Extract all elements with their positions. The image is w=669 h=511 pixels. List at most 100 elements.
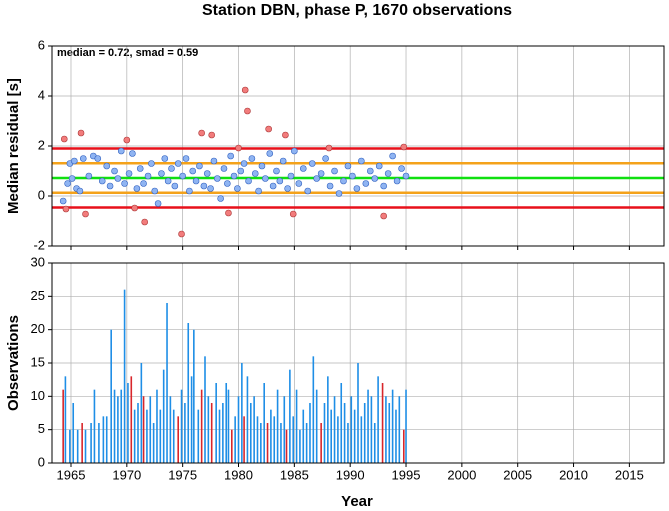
- bar: [256, 416, 259, 463]
- bar: [162, 369, 165, 463]
- y-tick-label: 5: [38, 421, 45, 436]
- bar: [110, 329, 112, 463]
- x-tick-label: 2000: [447, 467, 476, 482]
- chart-title: Station DBN, phase P, 1670 observations: [202, 2, 512, 19]
- bar: [381, 383, 384, 463]
- data-point: [255, 187, 262, 195]
- bar: [69, 429, 71, 463]
- bar: [333, 396, 336, 463]
- bar: [227, 389, 230, 463]
- data-point: [140, 180, 147, 187]
- bar: [323, 403, 326, 463]
- bar: [337, 416, 339, 463]
- bar: [117, 396, 119, 463]
- data-point: [68, 175, 76, 182]
- bar: [388, 403, 391, 463]
- bar: [273, 416, 276, 463]
- bar: [159, 409, 162, 463]
- data-point: [77, 129, 85, 137]
- bar: [373, 423, 376, 463]
- data-point: [189, 167, 197, 175]
- data-point: [279, 157, 287, 165]
- bar: [84, 429, 87, 463]
- data-point: [144, 172, 152, 180]
- data-point: [258, 162, 266, 170]
- y-tick-label: 10: [31, 388, 45, 403]
- bar: [90, 423, 92, 463]
- data-point: [106, 182, 114, 190]
- data-point: [269, 182, 277, 190]
- bar: [113, 389, 116, 463]
- data-point: [313, 175, 320, 182]
- bar: [180, 389, 183, 463]
- data-point: [227, 152, 234, 160]
- data-point: [384, 170, 392, 177]
- y-tick-label: 20: [31, 321, 45, 336]
- bar: [243, 416, 245, 463]
- bar: [360, 416, 363, 463]
- data-point: [141, 218, 148, 226]
- data-point: [64, 180, 71, 187]
- data-point: [168, 165, 175, 172]
- data-point: [366, 167, 374, 175]
- bar: [260, 423, 262, 463]
- data-point: [262, 175, 269, 182]
- bar: [187, 323, 190, 463]
- bar: [276, 389, 279, 463]
- y-tick-label: 25: [31, 288, 45, 303]
- bar: [123, 289, 126, 463]
- plot-frame: [51, 45, 665, 247]
- bar: [120, 389, 123, 463]
- data-point: [380, 182, 387, 190]
- bar: [130, 376, 133, 463]
- x-tick-label: 1995: [392, 467, 421, 482]
- data-point: [76, 187, 84, 195]
- y-axis-label: Median residual [s]: [5, 78, 22, 214]
- data-point: [103, 162, 111, 170]
- data-point: [375, 162, 383, 170]
- data-point: [393, 177, 401, 185]
- x-tick-label: 1985: [280, 467, 309, 482]
- data-point: [225, 209, 232, 217]
- y-tick-label: -2: [33, 237, 45, 252]
- bar: [64, 376, 67, 463]
- data-point: [235, 144, 242, 152]
- x-tick-label: 1975: [168, 467, 197, 482]
- data-point: [325, 144, 333, 152]
- data-point: [353, 185, 361, 192]
- x-tick-label: 2010: [559, 467, 588, 482]
- bar: [241, 363, 243, 463]
- data-point: [362, 180, 370, 187]
- data-point: [98, 177, 106, 185]
- data-point: [179, 172, 186, 180]
- bar: [146, 409, 148, 463]
- bar: [204, 356, 206, 463]
- data-point: [340, 177, 347, 185]
- bar: [246, 376, 249, 463]
- data-point: [224, 180, 231, 187]
- x-tick-label: 1990: [336, 467, 365, 482]
- data-point: [200, 182, 208, 190]
- data-point: [308, 160, 316, 167]
- data-point: [133, 185, 141, 192]
- bar: [166, 303, 168, 463]
- bar: [367, 389, 369, 463]
- bar: [234, 416, 236, 463]
- bar: [237, 396, 240, 463]
- data-point: [276, 177, 284, 185]
- data-point: [389, 152, 396, 160]
- y-tick-label: 0: [38, 187, 45, 202]
- y-tick-label: 15: [31, 354, 45, 369]
- data-point: [117, 147, 125, 155]
- bar: [172, 409, 175, 463]
- data-point: [402, 172, 410, 180]
- bar: [263, 383, 265, 463]
- data-point: [164, 177, 172, 185]
- bar: [347, 423, 349, 463]
- bar: [292, 416, 295, 463]
- bar: [289, 369, 291, 463]
- annotation: median = 0.72, smad = 0.59: [57, 47, 198, 59]
- data-point: [234, 185, 241, 192]
- data-point: [335, 190, 343, 197]
- bar: [93, 389, 96, 463]
